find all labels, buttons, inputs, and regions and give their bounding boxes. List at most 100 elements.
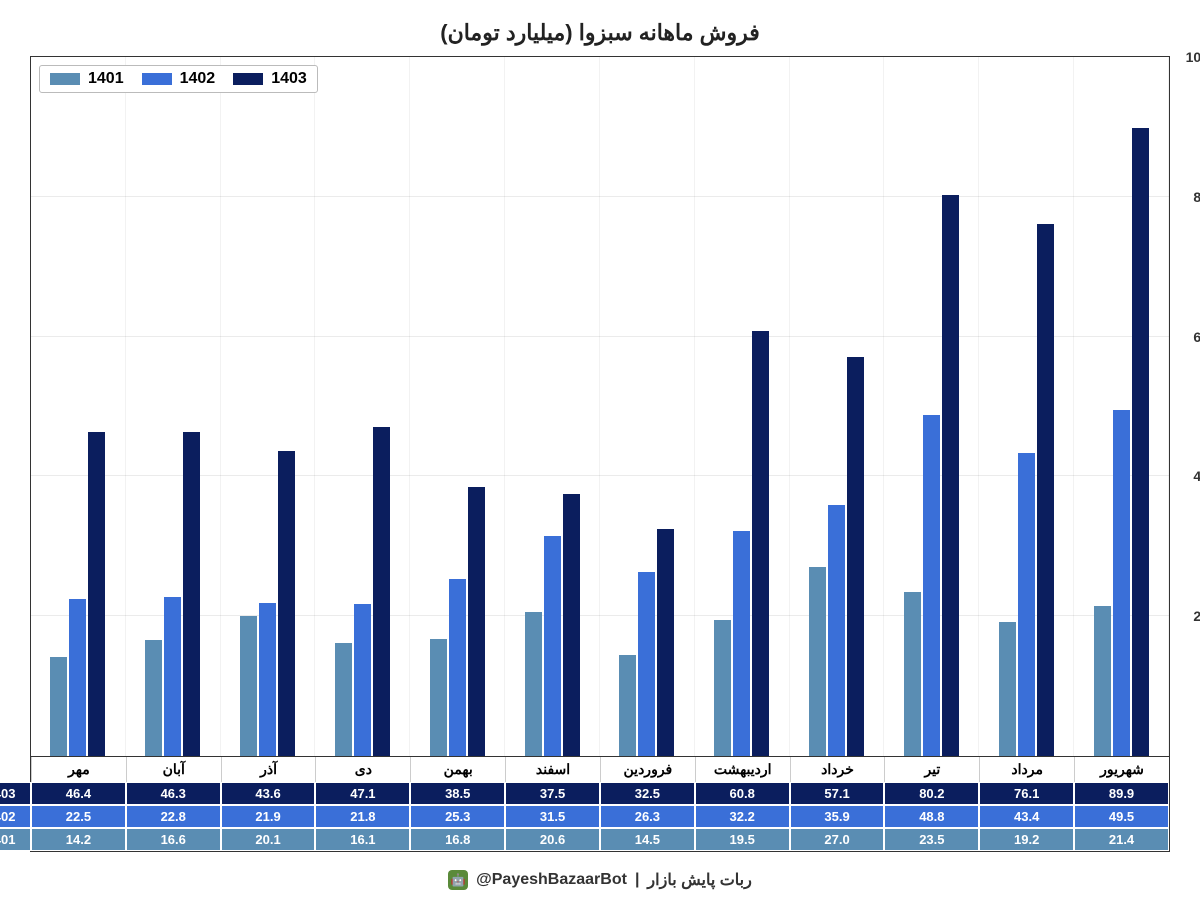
data-cell: 22.8: [126, 805, 221, 828]
bar: [847, 357, 864, 756]
bar: [183, 432, 200, 756]
legend-label: 1402: [180, 70, 216, 88]
data-row-header: 1401: [0, 828, 31, 851]
chart-plot-area: 140114021403 020406080100: [31, 57, 1169, 757]
bar: [999, 622, 1016, 756]
data-cell: 47.1: [315, 782, 410, 805]
data-row-header: 1402: [0, 805, 31, 828]
data-table-row: 140222.522.821.921.825.331.526.332.235.9…: [0, 805, 1169, 828]
month-label: مهر: [31, 757, 126, 782]
bar: [278, 451, 295, 756]
bar: [563, 494, 580, 756]
y-tick-label: 100: [1186, 49, 1200, 65]
legend-item: 1403: [233, 70, 307, 88]
bar: [69, 599, 86, 756]
data-row-header: 1403: [0, 782, 31, 805]
bar: [942, 195, 959, 756]
data-cell: 23.5: [884, 828, 979, 851]
bar: [923, 415, 940, 756]
bars-area: [31, 57, 1169, 756]
data-cell: 21.9: [221, 805, 316, 828]
data-cell: 32.5: [600, 782, 695, 805]
chart-container: 140114021403 020406080100 مهرآبانآذردیبه…: [30, 56, 1170, 852]
data-cell: 16.8: [410, 828, 505, 851]
month-bar-group: [221, 57, 316, 756]
month-label: آبان: [126, 757, 221, 782]
y-tick-label: 60: [1193, 329, 1200, 345]
data-cell: 31.5: [505, 805, 600, 828]
bar: [525, 612, 542, 756]
bar: [1132, 128, 1149, 756]
month-label: اردیبهشت: [695, 757, 790, 782]
month-bar-group: [315, 57, 410, 756]
bar: [657, 529, 674, 756]
data-cell: 37.5: [505, 782, 600, 805]
bar: [733, 531, 750, 756]
bar: [544, 536, 561, 756]
data-cell: 20.6: [505, 828, 600, 851]
bar: [164, 597, 181, 756]
month-bar-group: [1074, 57, 1169, 756]
data-cell: 27.0: [790, 828, 885, 851]
data-table-wrapper: مهرآبانآذردیبهمناسفندفروردیناردیبهشتخردا…: [0, 757, 1169, 851]
data-cell: 60.8: [695, 782, 790, 805]
bar: [145, 640, 162, 756]
month-label: بهمن: [410, 757, 505, 782]
bar: [259, 603, 276, 756]
bar: [449, 579, 466, 756]
month-bar-group: [410, 57, 505, 756]
month-label: خرداد: [790, 757, 885, 782]
bar: [1094, 606, 1111, 756]
footer-brand-text: ربات پایش بازار: [647, 870, 751, 890]
bar: [468, 487, 485, 756]
month-bar-group: [884, 57, 979, 756]
bar: [619, 655, 636, 756]
data-cell: 26.3: [600, 805, 695, 828]
legend-swatch: [142, 73, 172, 85]
data-cell: 43.6: [221, 782, 316, 805]
month-bar-group: [979, 57, 1074, 756]
legend: 140114021403: [39, 65, 318, 93]
data-cell: 14.5: [600, 828, 695, 851]
bar: [335, 643, 352, 756]
data-cell: 38.5: [410, 782, 505, 805]
data-cell: 32.2: [695, 805, 790, 828]
data-cell: 16.1: [315, 828, 410, 851]
data-table-row: 140114.216.620.116.116.820.614.519.527.0…: [0, 828, 1169, 851]
month-bar-group: [505, 57, 600, 756]
data-cell: 80.2: [884, 782, 979, 805]
month-bar-group: [695, 57, 790, 756]
bar: [638, 572, 655, 756]
legend-label: 1403: [271, 70, 307, 88]
data-cell: 21.8: [315, 805, 410, 828]
month-label: اسفند: [505, 757, 600, 782]
data-cell: 21.4: [1074, 828, 1169, 851]
y-tick-label: 20: [1193, 608, 1200, 624]
legend-item: 1402: [142, 70, 216, 88]
y-axis-ticks: 020406080100: [1174, 57, 1200, 756]
data-table: 140346.446.343.647.138.537.532.560.857.1…: [0, 782, 1169, 851]
month-label: شهریور: [1074, 757, 1169, 782]
month-label: مرداد: [979, 757, 1074, 782]
legend-swatch: [233, 73, 263, 85]
data-table-row: 140346.446.343.647.138.537.532.560.857.1…: [0, 782, 1169, 805]
robot-icon: 🤖: [448, 870, 468, 890]
legend-swatch: [50, 73, 80, 85]
data-cell: 19.2: [979, 828, 1074, 851]
bar: [1018, 453, 1035, 756]
data-cell: 16.6: [126, 828, 221, 851]
data-cell: 48.8: [884, 805, 979, 828]
chart-title: فروش ماهانه سبزوا (میلیارد تومان): [30, 20, 1170, 46]
bar: [240, 616, 257, 756]
data-cell: 57.1: [790, 782, 885, 805]
bar: [1037, 224, 1054, 756]
month-bar-group: [126, 57, 221, 756]
bar: [88, 432, 105, 756]
bar: [50, 657, 67, 756]
footer: ربات پایش بازار | @PayeshBazaarBot 🤖: [30, 870, 1170, 890]
bar: [752, 331, 769, 756]
y-tick-label: 40: [1193, 468, 1200, 484]
data-cell: 76.1: [979, 782, 1074, 805]
data-cell: 46.4: [31, 782, 126, 805]
data-cell: 19.5: [695, 828, 790, 851]
